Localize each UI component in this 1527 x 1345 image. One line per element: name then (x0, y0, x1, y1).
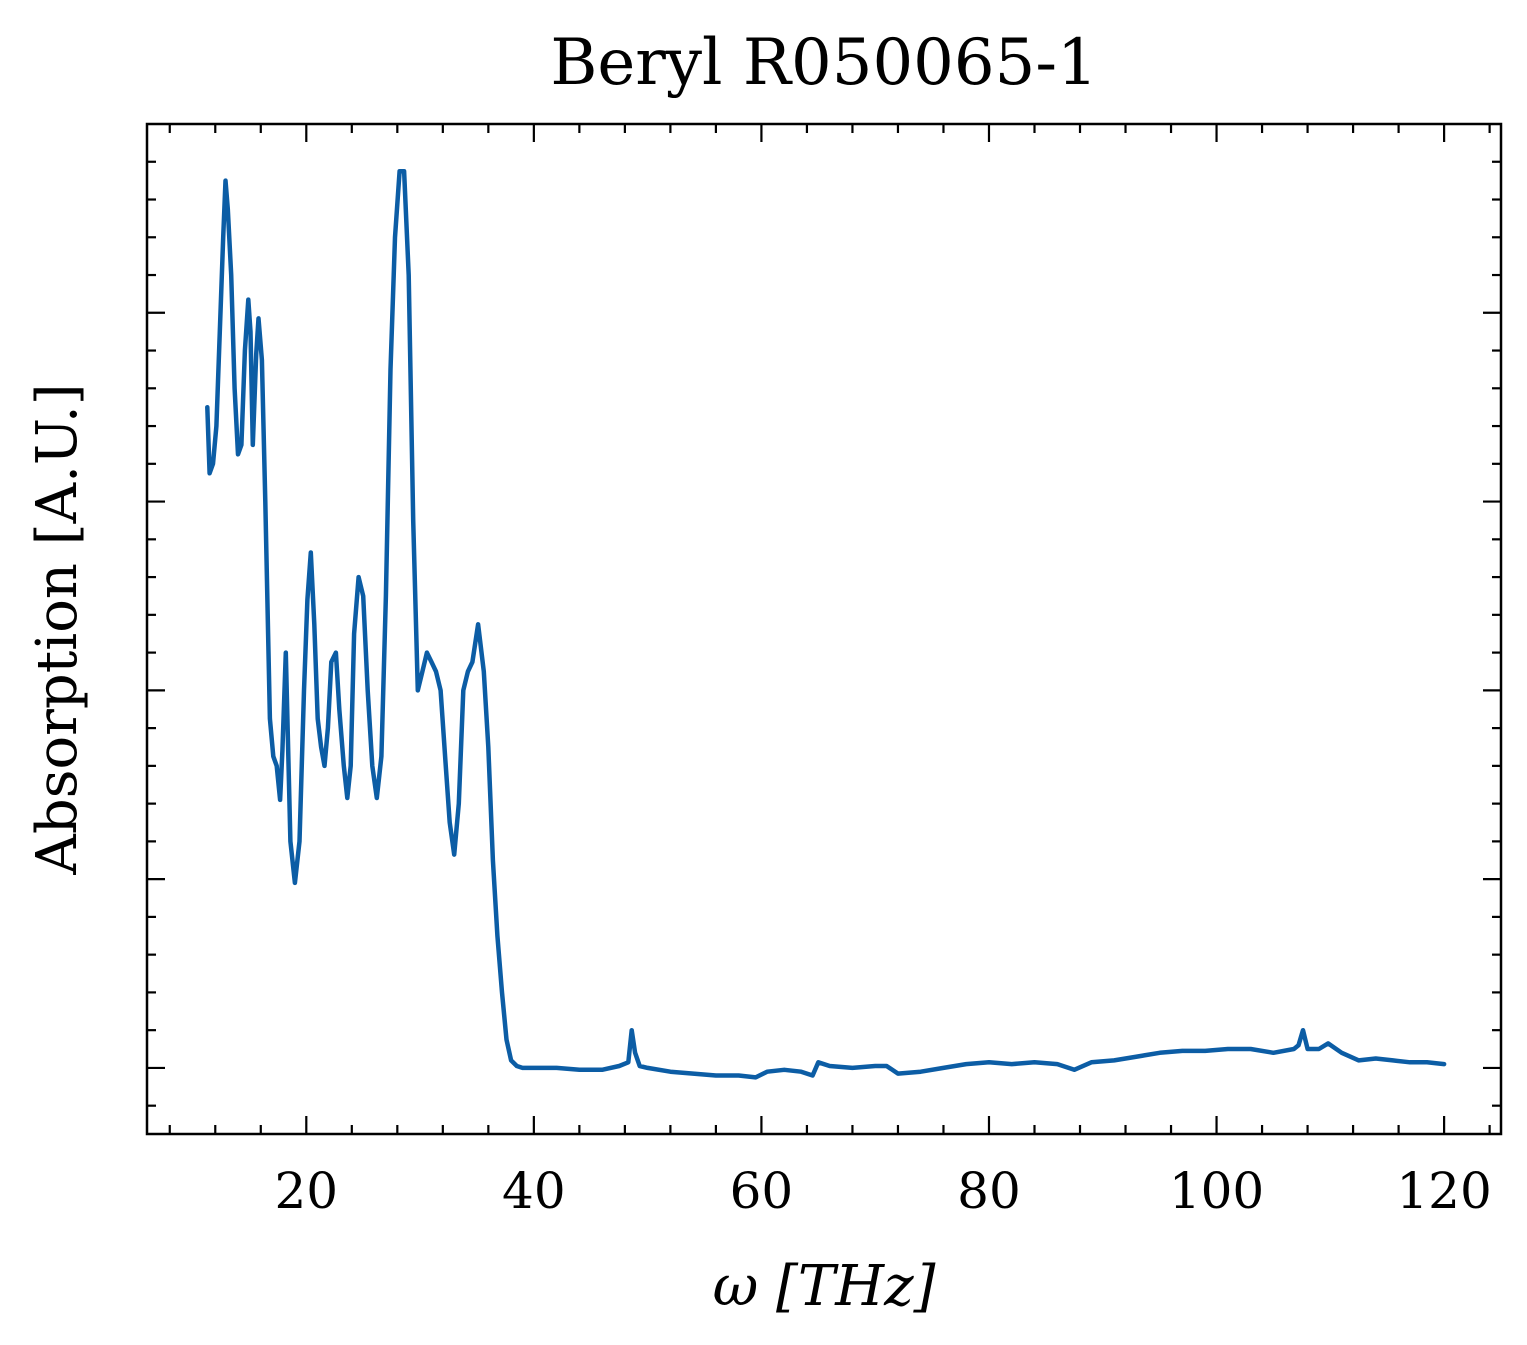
major-ticks (147, 124, 1501, 1134)
series-line (205, 168, 1447, 1080)
x-tick-label: 80 (957, 1162, 1021, 1220)
series-group (205, 168, 1447, 1080)
plot-frame (145, 122, 1503, 1136)
x-tick-label: 20 (274, 1162, 338, 1220)
y-axis-label: Absorption [A.U.] (25, 383, 90, 875)
chart-title: Beryl R050065-1 (550, 26, 1097, 100)
x-tick-label: 60 (730, 1162, 794, 1220)
x-tick-labels: 20 40 60 80 100 120 (274, 1162, 1491, 1220)
minor-ticks (147, 124, 1501, 1134)
x-tick-label: 40 (502, 1162, 566, 1220)
x-axis-label: ω [THz] (713, 1254, 936, 1319)
x-tick-label: 120 (1396, 1162, 1491, 1220)
x-tick-label: 100 (1169, 1162, 1264, 1220)
